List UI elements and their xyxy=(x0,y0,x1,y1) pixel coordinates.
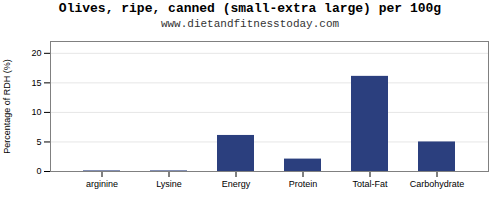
html-text:Olives, ripe, canned (small-ex: Olives, ripe, canned (small-extra large)… xyxy=(58,1,442,16)
html-text:www.dietandfitnesstoday.com: www.dietandfitnesstoday.com xyxy=(160,18,340,30)
svg-text:Lysine: Lysine xyxy=(156,179,182,189)
svg-text:20: 20 xyxy=(31,48,41,58)
svg-text:arginine: arginine xyxy=(86,179,118,189)
svg-text:Protein: Protein xyxy=(289,179,318,189)
svg-text:Total-Fat: Total-Fat xyxy=(352,179,388,189)
svg-text:Carbohydrate: Carbohydrate xyxy=(410,179,465,189)
svg-text:15: 15 xyxy=(31,78,41,88)
svg-text:Energy: Energy xyxy=(222,179,251,189)
svg-text:0: 0 xyxy=(36,166,41,176)
svg-text:Percentage of RDH (%): Percentage of RDH (%) xyxy=(2,59,12,154)
svg-text:5: 5 xyxy=(36,137,41,147)
svg-text:10: 10 xyxy=(31,107,41,117)
